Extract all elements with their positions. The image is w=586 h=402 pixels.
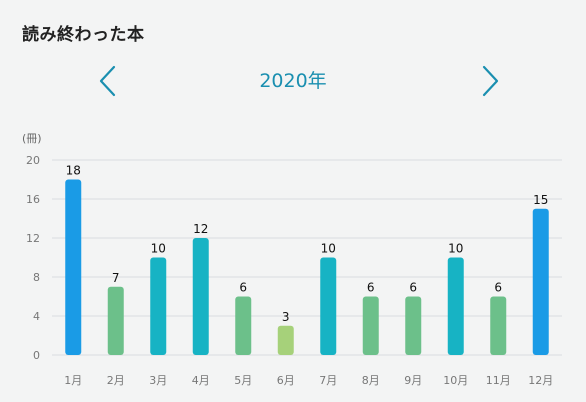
bar bbox=[192, 238, 209, 355]
bar bbox=[320, 257, 337, 355]
x-tick-label: 9月 bbox=[404, 374, 422, 387]
bar bbox=[405, 296, 422, 355]
y-tick-label: 0 bbox=[33, 349, 40, 362]
data-label: 15 bbox=[533, 193, 548, 207]
data-label: 18 bbox=[66, 164, 81, 178]
bar bbox=[150, 257, 167, 355]
x-tick-label: 6月 bbox=[277, 374, 295, 387]
y-tick-label: 4 bbox=[33, 310, 40, 323]
page-title: 読み終わった本 bbox=[22, 25, 145, 45]
x-tick-label: 12月 bbox=[528, 374, 553, 387]
x-tick-label: 3月 bbox=[149, 374, 167, 387]
x-tick-label: 8月 bbox=[362, 374, 380, 387]
y-tick-label: 16 bbox=[26, 193, 40, 206]
data-label: 7 bbox=[112, 271, 120, 285]
data-label: 6 bbox=[409, 281, 417, 295]
x-tick-label: 1月 bbox=[64, 374, 82, 387]
x-tick-label: 2月 bbox=[107, 374, 125, 387]
bar bbox=[447, 257, 464, 355]
data-label: 6 bbox=[367, 281, 375, 295]
year-label: 2020年 bbox=[259, 70, 327, 92]
bar bbox=[532, 208, 549, 355]
data-label: 6 bbox=[494, 281, 502, 295]
x-tick-label: 11月 bbox=[486, 374, 511, 387]
bar bbox=[277, 325, 294, 355]
x-tick-label: 4月 bbox=[192, 374, 210, 387]
x-tick-label: 5月 bbox=[234, 374, 252, 387]
data-label: 10 bbox=[151, 242, 166, 256]
bar bbox=[65, 179, 82, 355]
data-label: 12 bbox=[193, 222, 208, 236]
y-axis-unit: (冊) bbox=[22, 132, 42, 145]
chevron-left-icon[interactable] bbox=[94, 64, 124, 98]
data-label: 3 bbox=[282, 310, 290, 324]
bar bbox=[490, 296, 507, 355]
y-tick-label: 8 bbox=[33, 271, 40, 284]
bar bbox=[362, 296, 379, 355]
chevron-right-icon[interactable] bbox=[474, 64, 504, 98]
bar bbox=[107, 286, 124, 355]
y-tick-label: 12 bbox=[26, 232, 40, 245]
x-tick-label: 10月 bbox=[443, 374, 468, 387]
data-label: 10 bbox=[321, 242, 336, 256]
data-label: 10 bbox=[448, 242, 463, 256]
x-tick-label: 7月 bbox=[319, 374, 337, 387]
data-label: 6 bbox=[239, 281, 247, 295]
y-tick-label: 20 bbox=[26, 154, 40, 167]
bar bbox=[235, 296, 252, 355]
